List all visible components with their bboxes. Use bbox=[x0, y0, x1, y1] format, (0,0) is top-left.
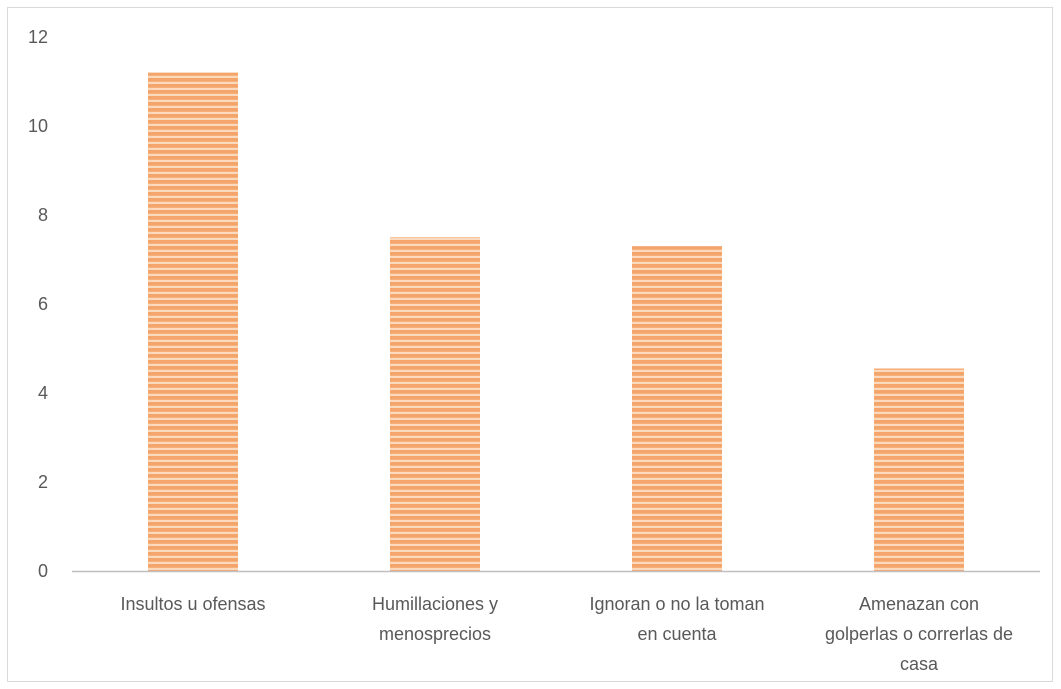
y-tick-label: 10 bbox=[28, 116, 48, 136]
x-category-label-line: golperlas o correrlas de bbox=[825, 624, 1013, 644]
x-category-label-line: menosprecios bbox=[379, 624, 491, 644]
x-category-label: Ignoran o no la toman en cuenta bbox=[589, 594, 764, 644]
x-category-label-line: Ignoran o no la toman bbox=[589, 594, 764, 614]
bar bbox=[874, 368, 964, 571]
x-category-label-line: casa bbox=[900, 654, 939, 674]
x-category-label: Humillaciones y menosprecios bbox=[372, 594, 498, 644]
bar bbox=[632, 246, 722, 571]
y-tick-label: 6 bbox=[38, 294, 48, 314]
bars bbox=[148, 72, 964, 571]
x-category-label-line: en cuenta bbox=[637, 624, 717, 644]
y-tick-label: 4 bbox=[38, 383, 48, 403]
y-tick-label: 12 bbox=[28, 27, 48, 47]
y-tick-label: 2 bbox=[38, 472, 48, 492]
x-category-label: Amenazan con golperlas o correrlas de casa bbox=[825, 594, 1013, 674]
y-tick-label: 8 bbox=[38, 205, 48, 225]
y-tick-label: 0 bbox=[38, 561, 48, 581]
x-category-label-line: Insultos u ofensas bbox=[120, 594, 265, 614]
x-category-label: Insultos u ofensas bbox=[120, 594, 265, 614]
y-axis-tick-labels: 0 2 4 6 8 10 12 bbox=[28, 27, 48, 581]
x-axis-category-labels: Insultos u ofensas Humillaciones y menospr… bbox=[120, 594, 1013, 674]
x-category-label-line: Amenazan con bbox=[859, 594, 979, 614]
x-category-label-line: Humillaciones y bbox=[372, 594, 498, 614]
bar bbox=[148, 72, 238, 571]
bar bbox=[390, 237, 480, 571]
